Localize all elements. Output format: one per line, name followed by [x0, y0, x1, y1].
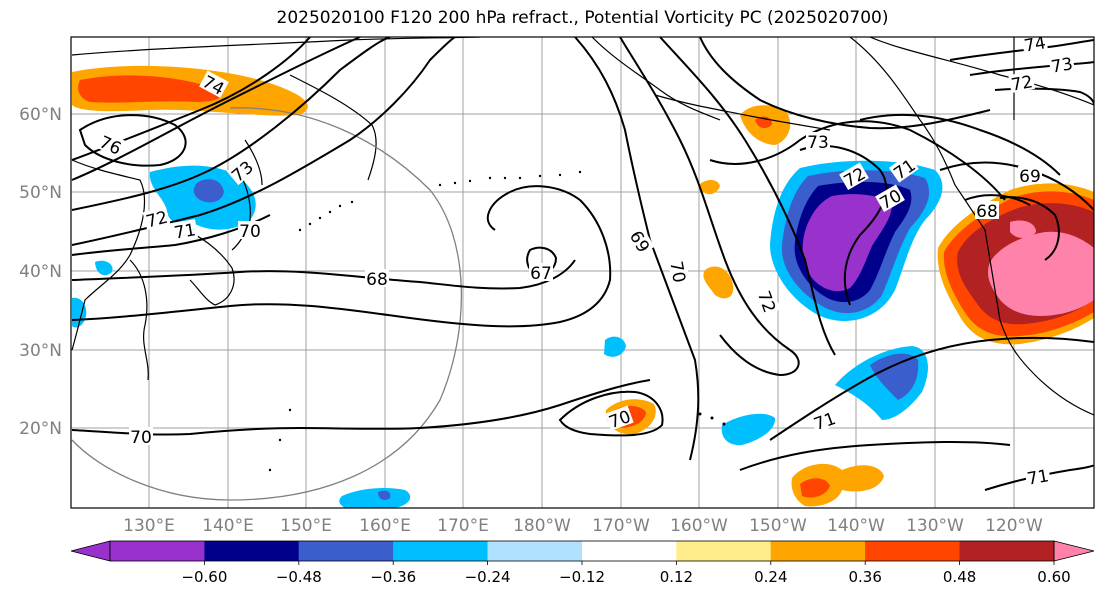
- colorbar-tick-label: −0.48: [276, 568, 322, 586]
- colorbar-tick-label: 0.24: [754, 568, 787, 586]
- contour-label-bg: [809, 407, 839, 433]
- contour-label-bg: [806, 132, 830, 150]
- contour-label-bg: [1008, 71, 1036, 93]
- longitude-label: 170°E: [437, 516, 489, 536]
- latitude-labels: 60°N 50°N 40°N 30°N 20°N: [19, 105, 62, 439]
- pv-positive-sw-gulf-core: [800, 478, 830, 498]
- colorbar: −0.60 −0.48 −0.36 −0.24 −0.12 0.12 0.24 0.36 0.4…: [70, 540, 1095, 586]
- colorbar-tick-label: 0.12: [660, 568, 693, 586]
- contour-label: 68: [976, 202, 998, 222]
- latitude-label: 30°N: [19, 341, 62, 361]
- pv-negative-south-core: [870, 353, 919, 400]
- colorbar-tick-label: 0.48: [943, 568, 976, 586]
- contour-label-bg: [1024, 465, 1052, 487]
- contour-label: 71: [173, 220, 198, 243]
- contour-label-bg: [604, 405, 634, 431]
- pv-negative-bottom-core: [378, 490, 391, 500]
- contour-label-bg: [199, 70, 229, 98]
- colorbar-bin: [298, 541, 394, 561]
- pv-negative-trough-core: [802, 194, 892, 292]
- longitude-label: 140°E: [202, 516, 254, 536]
- colorbar-bin: [204, 541, 299, 561]
- colorbar-bin: [110, 541, 215, 561]
- colorbar-tick-label: 0.36: [848, 568, 881, 586]
- contour-label: 74: [1023, 33, 1048, 56]
- pv-positive-core-nw: [78, 75, 223, 103]
- contour-label-bg: [238, 221, 262, 239]
- pv-positive-west-us-pink: [988, 231, 1094, 316]
- longitude-label: 160°E: [359, 516, 411, 536]
- contour-label-bg: [626, 226, 655, 256]
- refractivity-contours: [71, 37, 1094, 491]
- colorbar-tick-label: −0.60: [181, 568, 227, 586]
- contour-label-bg: [755, 286, 781, 316]
- contour-label-bg: [365, 269, 389, 287]
- longitude-label: 170°W: [592, 516, 650, 536]
- latitude-label: 40°N: [19, 262, 62, 282]
- pv-negative-bottom: [339, 488, 411, 508]
- contour-label: 73: [807, 133, 829, 153]
- longitude-label: 160°W: [670, 516, 728, 536]
- pv-positive-small-2: [703, 266, 734, 299]
- pv-negative-hawaii: [721, 413, 776, 446]
- coastlines: [71, 37, 1094, 416]
- colorbar-bin: [393, 541, 488, 561]
- pv-negative-core-japan: [193, 179, 224, 203]
- colorbar-arrow-high: [1053, 540, 1095, 562]
- latitude-label: 60°N: [19, 105, 62, 125]
- contour-label-bg: [226, 155, 257, 186]
- contour-label: 72: [1010, 72, 1035, 95]
- longitude-label: 130°W: [906, 516, 964, 536]
- pv-positive-west-us-pink-2: [1010, 220, 1036, 238]
- contour-label: 68: [366, 270, 388, 290]
- longitude-labels: 130°E 140°E 150°E 160°E 170°E 180°W 170°W 160°W…: [123, 516, 1043, 536]
- contour-label-bg: [975, 201, 999, 219]
- contour-label-bg: [888, 154, 919, 183]
- colorbar-bin: [770, 541, 866, 561]
- longitude-label: 120°W: [985, 516, 1043, 536]
- latitude-label: 20°N: [19, 419, 62, 439]
- colorbar-bin: [487, 541, 582, 561]
- contour-label: 70: [130, 428, 152, 448]
- colorbar-bin: [865, 541, 960, 561]
- contour-label: 73: [1050, 54, 1075, 77]
- colorbar-tick-label: −0.24: [465, 568, 511, 586]
- contour-label-bg: [142, 206, 171, 230]
- colorbar-bin: [959, 541, 1054, 561]
- colorbar-tick-label: −0.12: [559, 568, 605, 586]
- colorbar-arrow-low: [70, 540, 111, 562]
- longitude-label: 150°W: [749, 516, 807, 536]
- longitude-label: 150°E: [280, 516, 332, 536]
- contour-label-bg: [668, 258, 690, 286]
- contour-label-bg: [171, 219, 199, 241]
- distance-circle: [71, 107, 462, 501]
- plot-frame: [70, 36, 1095, 509]
- contour-label-bg: [839, 162, 869, 191]
- contour-label: 71: [1026, 466, 1051, 489]
- contour-label: 70: [665, 260, 688, 285]
- contour-label: 69: [1019, 167, 1041, 187]
- islands: [268, 170, 726, 472]
- longitude-label: 180°W: [513, 516, 571, 536]
- pv-positive-small-1: [698, 180, 720, 195]
- colorbar-tick-label: −0.36: [370, 568, 416, 586]
- contour-label: 67: [530, 264, 552, 284]
- figure-title: 2025020100 F120 200 hPa refract., Potent…: [276, 8, 889, 28]
- colorbar-tick-label: 0.60: [1037, 568, 1070, 586]
- colorbar-bin: [676, 541, 771, 561]
- contour-label: 70: [239, 222, 261, 242]
- colorbar-bin: [582, 541, 677, 561]
- contour-label-bg: [529, 263, 553, 281]
- pv-negative-korea: [95, 260, 113, 276]
- contour-label-bg: [96, 131, 126, 158]
- contour-label-bg: [1018, 166, 1042, 184]
- contour-label-bg: [1048, 53, 1076, 75]
- contour-label-bg: [875, 184, 905, 213]
- contour-label-bg: [129, 427, 153, 445]
- longitude-label: 130°E: [123, 516, 175, 536]
- latitude-label: 50°N: [19, 183, 62, 203]
- pv-negative-mid: [604, 336, 626, 357]
- longitude-label: 140°W: [827, 516, 885, 536]
